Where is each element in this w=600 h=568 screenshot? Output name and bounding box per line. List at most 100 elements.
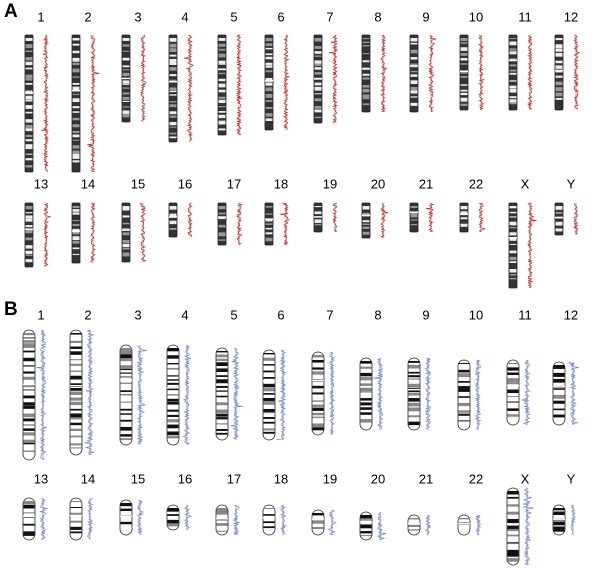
trace bbox=[230, 347, 244, 440]
band bbox=[555, 75, 563, 78]
chromosome-label: 22 bbox=[469, 471, 483, 486]
band bbox=[460, 92, 468, 96]
band bbox=[263, 397, 275, 402]
band bbox=[72, 50, 80, 54]
band bbox=[122, 215, 130, 218]
band bbox=[70, 340, 82, 344]
band bbox=[507, 396, 519, 398]
band bbox=[72, 160, 80, 163]
chromosome bbox=[22, 329, 47, 461]
chromosome-label: 10 bbox=[469, 9, 483, 24]
chromosome-label: 11 bbox=[518, 307, 532, 322]
band bbox=[507, 496, 519, 499]
band bbox=[25, 237, 33, 241]
band bbox=[120, 390, 132, 393]
band bbox=[509, 69, 517, 72]
band bbox=[408, 371, 420, 374]
band bbox=[408, 407, 420, 412]
band bbox=[218, 72, 226, 75]
band bbox=[408, 518, 420, 520]
chromosome bbox=[359, 511, 387, 541]
band bbox=[360, 366, 372, 369]
band bbox=[362, 38, 370, 40]
band bbox=[72, 153, 80, 158]
chromosome bbox=[459, 34, 485, 111]
band bbox=[25, 218, 33, 222]
band bbox=[216, 375, 228, 377]
band bbox=[25, 254, 33, 256]
band bbox=[360, 524, 372, 529]
band bbox=[263, 408, 275, 413]
band bbox=[218, 83, 226, 88]
chromosome bbox=[313, 34, 339, 124]
trace bbox=[522, 487, 534, 566]
band bbox=[120, 401, 132, 403]
band bbox=[460, 211, 468, 216]
band bbox=[72, 224, 80, 227]
band bbox=[263, 357, 275, 361]
ideogram bbox=[215, 347, 229, 441]
band bbox=[509, 273, 517, 276]
band bbox=[70, 363, 82, 366]
band bbox=[72, 117, 80, 121]
band bbox=[312, 407, 324, 411]
band bbox=[70, 512, 82, 516]
band bbox=[169, 59, 177, 63]
band bbox=[312, 427, 324, 431]
band bbox=[314, 93, 322, 95]
band bbox=[216, 423, 228, 425]
band bbox=[509, 80, 517, 82]
band bbox=[25, 50, 33, 53]
chromosome-label: 14 bbox=[81, 471, 95, 486]
band bbox=[458, 403, 470, 407]
band bbox=[507, 549, 519, 554]
band bbox=[25, 44, 33, 49]
band bbox=[169, 136, 177, 139]
band bbox=[72, 106, 80, 109]
band bbox=[458, 518, 470, 520]
ideogram bbox=[262, 349, 276, 441]
band bbox=[360, 402, 372, 406]
trace bbox=[84, 329, 95, 456]
ideogram bbox=[361, 34, 371, 113]
trace bbox=[276, 349, 287, 440]
band bbox=[122, 100, 130, 103]
band bbox=[218, 206, 226, 210]
band bbox=[265, 38, 273, 42]
chromosome bbox=[552, 361, 579, 426]
band bbox=[25, 215, 33, 219]
band bbox=[509, 58, 517, 60]
band bbox=[555, 92, 563, 97]
band bbox=[25, 128, 33, 132]
band bbox=[555, 206, 563, 210]
band bbox=[23, 432, 35, 436]
band bbox=[360, 372, 372, 377]
band bbox=[122, 50, 130, 52]
band bbox=[218, 48, 226, 51]
band bbox=[408, 421, 420, 426]
band bbox=[314, 51, 322, 54]
chromosome bbox=[409, 202, 435, 233]
trace bbox=[187, 202, 193, 237]
chromosome-label: Y bbox=[567, 176, 576, 191]
ideogram bbox=[508, 34, 518, 111]
chromosome bbox=[457, 514, 481, 536]
band bbox=[70, 526, 82, 530]
band bbox=[507, 389, 519, 394]
band bbox=[120, 413, 132, 415]
band bbox=[218, 63, 226, 65]
band bbox=[553, 408, 565, 411]
band bbox=[70, 435, 82, 438]
band bbox=[410, 90, 418, 94]
band bbox=[218, 239, 226, 241]
band bbox=[122, 240, 130, 244]
band bbox=[25, 105, 33, 109]
band bbox=[460, 57, 468, 61]
chromosome-label: 20 bbox=[371, 176, 385, 191]
band bbox=[410, 49, 418, 54]
ideogram bbox=[24, 34, 34, 173]
trace bbox=[424, 357, 432, 430]
chromosome-label: 3 bbox=[134, 9, 141, 24]
trace bbox=[377, 511, 387, 541]
